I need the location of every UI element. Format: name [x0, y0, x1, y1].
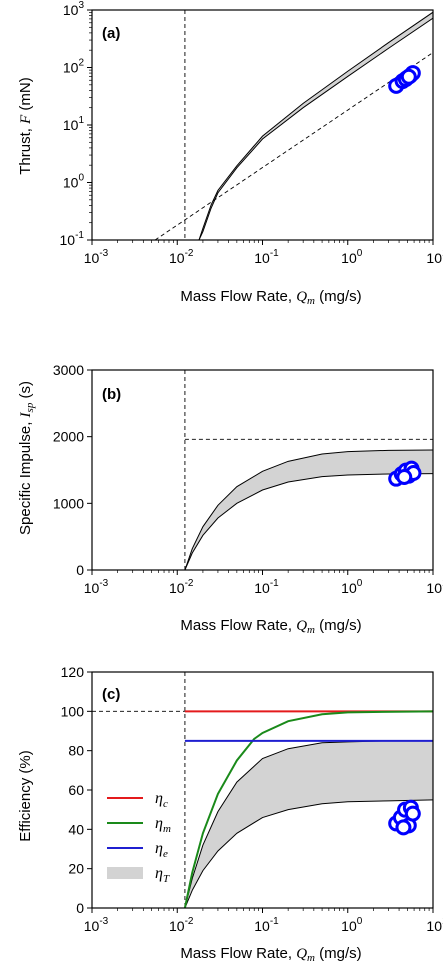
- isp-y-tick-label-0: 0: [76, 562, 84, 578]
- efficiency-y-tick-label-5: 100: [61, 703, 85, 719]
- series-line-1: [183, 710, 433, 908]
- y-axis-title-a: Thrust, F (mN): [17, 77, 34, 175]
- thrust-y-tick-label-2: 101: [63, 115, 85, 133]
- thrust-x-tick-label-0: 10-3: [84, 248, 109, 266]
- efficiency-y-tick-label-6: 120: [61, 664, 85, 680]
- isp-y-tick-label-3: 3000: [53, 362, 84, 378]
- isp-x-tick-label-4: 101: [426, 578, 443, 596]
- panel-specific-impulse: 10-3 10-2 10-1 100 101 0 1000 2000 3000 (b) Mass…: [17, 362, 443, 636]
- thrust-band-lower-line: [198, 17, 433, 240]
- efficiency-y-tick-label-2: 40: [68, 821, 84, 837]
- thrust-band: [198, 11, 433, 240]
- thrust-reference-lines: [154, 10, 433, 240]
- thrust-y-tick-label-0: 10-1: [60, 230, 85, 248]
- efficiency-y-tick-label-1: 20: [68, 861, 84, 877]
- isp-x-tick-label-1: 10-2: [169, 578, 194, 596]
- thrust-y-tick-label-3: 102: [63, 58, 85, 76]
- efficiency-x-tick-label-4: 101: [426, 916, 443, 934]
- efficiency-reference-lines: [92, 672, 186, 908]
- thrust-band-area: [199, 12, 433, 240]
- thrust-band-upper-line: [198, 11, 433, 240]
- isp-band-upper-line: [184, 449, 433, 570]
- thrust-y-tick-label-4: 103: [63, 0, 85, 18]
- isp-point-6: [396, 469, 413, 485]
- panel-thrust: 10-3 10-2 10-1 100 101 10-1 100 101 102 103 (a) M…: [17, 0, 443, 307]
- efficiency-x-tick-label-1: 10-2: [169, 916, 194, 934]
- thrust-data-points: [388, 65, 421, 94]
- efficiency-point-5: [404, 805, 421, 822]
- isp-axes: 10-3 10-2 10-1 100 101 0 1000 2000 3000: [53, 362, 443, 596]
- y-axis-title-b: Specific Impulse, Isp (s): [17, 381, 36, 535]
- efficiency-band-area: [184, 740, 433, 908]
- isp-band: [184, 449, 433, 570]
- isp-x-tick-label-3: 100: [341, 578, 363, 596]
- isp-x-tick-label-2: 10-1: [254, 578, 279, 596]
- x-axis-title-b: Mass Flow Rate, Qm (mg/s): [180, 617, 361, 636]
- legend-label-3: ηT: [155, 865, 170, 885]
- isp-band-area: [184, 450, 433, 570]
- thrust-x-tick-label-2: 10-1: [254, 248, 279, 266]
- isp-y-tick-label-1: 1000: [53, 495, 84, 511]
- isp-reference-lines: [184, 370, 433, 570]
- x-axis-title-a: Mass Flow Rate, Qm (mg/s): [180, 288, 361, 307]
- panel-label-b: (b): [102, 386, 121, 403]
- thrust-axes: 10-3 10-2 10-1 100 101 10-1 100 101 102 103: [60, 0, 443, 266]
- isp-x-tick-label-0: 10-3: [84, 578, 109, 596]
- efficiency-data-points: [388, 799, 421, 836]
- isp-band-lower-line: [184, 473, 433, 570]
- efficiency-legend: ηc ηm ηe ηT: [107, 790, 171, 885]
- thrust-x-tick-label-1: 10-2: [169, 248, 194, 266]
- efficiency-x-tick-label-2: 10-1: [254, 916, 279, 934]
- efficiency-y-tick-label-4: 80: [68, 743, 84, 759]
- panel-label-c: (c): [102, 686, 120, 703]
- legend-swatch-3: [107, 867, 143, 879]
- y-axis-title-c: Efficiency (%): [17, 750, 34, 841]
- legend-label-0: ηc: [155, 790, 168, 810]
- efficiency-band-lower-line: [184, 799, 433, 908]
- thrust-x-tick-label-4: 101: [426, 248, 443, 266]
- efficiency-y-tick-label-0: 0: [76, 900, 84, 916]
- efficiency-series: [183, 710, 433, 908]
- thrust-plot-frame: [91, 9, 434, 241]
- legend-label-1: ηm: [155, 815, 171, 835]
- efficiency-x-tick-label-3: 100: [341, 916, 363, 934]
- isp-data-points: [388, 460, 422, 487]
- panel-label-a: (a): [102, 25, 120, 42]
- x-axis-title-c: Mass Flow Rate, Qm (mg/s): [180, 945, 361, 964]
- thrust-y-tick-label-1: 100: [63, 173, 85, 191]
- efficiency-x-tick-label-0: 10-3: [84, 916, 109, 934]
- thrust-x-tick-label-3: 100: [341, 248, 363, 266]
- legend-label-2: ηe: [155, 840, 168, 860]
- isp-y-tick-label-2: 2000: [53, 429, 84, 445]
- panel-efficiency: 10-3 10-2 10-1 100 101 0 20 40 60 80 100 120 (c) ηc…: [17, 664, 443, 964]
- efficiency-point-6: [395, 819, 412, 836]
- efficiency-axes: 10-3 10-2 10-1 100 101 0 20 40 60 80 100 120: [61, 664, 443, 934]
- thrust-point-6: [400, 68, 417, 85]
- efficiency-y-tick-label-3: 60: [68, 782, 84, 798]
